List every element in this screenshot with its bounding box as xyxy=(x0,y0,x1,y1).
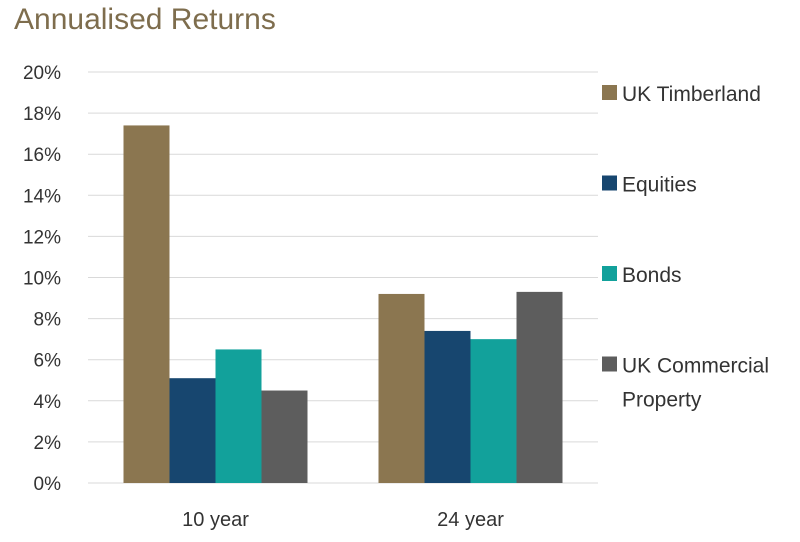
y-tick-label: 2% xyxy=(34,433,62,454)
x-axis-categories: 10 year 24 year xyxy=(182,509,504,531)
legend: UK Timberland Equities Bonds UK Commercial P… xyxy=(602,83,769,412)
y-tick-label: 18% xyxy=(23,104,61,125)
y-tick-label: 12% xyxy=(23,227,61,248)
y-axis-ticks: 0% 2% 4% 6% 8% 10% 12% 14% 16% 18% 20% xyxy=(23,63,61,495)
y-tick-label: 16% xyxy=(23,145,61,166)
y-tick-label: 0% xyxy=(34,474,62,495)
bars xyxy=(123,125,563,484)
y-tick-label: 20% xyxy=(23,63,61,84)
legend-label: Bonds xyxy=(622,264,682,287)
legend-swatch xyxy=(602,356,617,372)
bar xyxy=(516,291,563,483)
y-tick-label: 4% xyxy=(34,392,62,413)
bar xyxy=(424,330,471,483)
legend-swatch xyxy=(602,85,617,100)
legend-label: Property xyxy=(622,389,702,412)
bar xyxy=(378,293,425,483)
x-category-label: 24 year xyxy=(437,509,504,531)
y-tick-label: 14% xyxy=(23,186,61,207)
bar xyxy=(215,349,262,483)
legend-swatch xyxy=(602,175,617,191)
bar xyxy=(169,378,216,483)
y-tick-label: 6% xyxy=(34,351,62,372)
y-tick-label: 8% xyxy=(34,310,62,331)
chart-title: Annualised Returns xyxy=(14,3,276,36)
legend-label: Equities xyxy=(622,174,697,197)
bar xyxy=(123,125,170,484)
bar xyxy=(470,339,517,483)
y-tick-label: 10% xyxy=(23,269,61,290)
bar xyxy=(261,390,308,483)
legend-label: UK Commercial xyxy=(622,355,769,378)
legend-label: UK Timberland xyxy=(622,83,761,106)
x-category-label: 10 year xyxy=(182,509,249,531)
legend-swatch xyxy=(602,266,617,281)
